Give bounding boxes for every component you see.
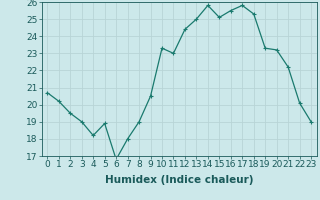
- X-axis label: Humidex (Indice chaleur): Humidex (Indice chaleur): [105, 175, 253, 185]
